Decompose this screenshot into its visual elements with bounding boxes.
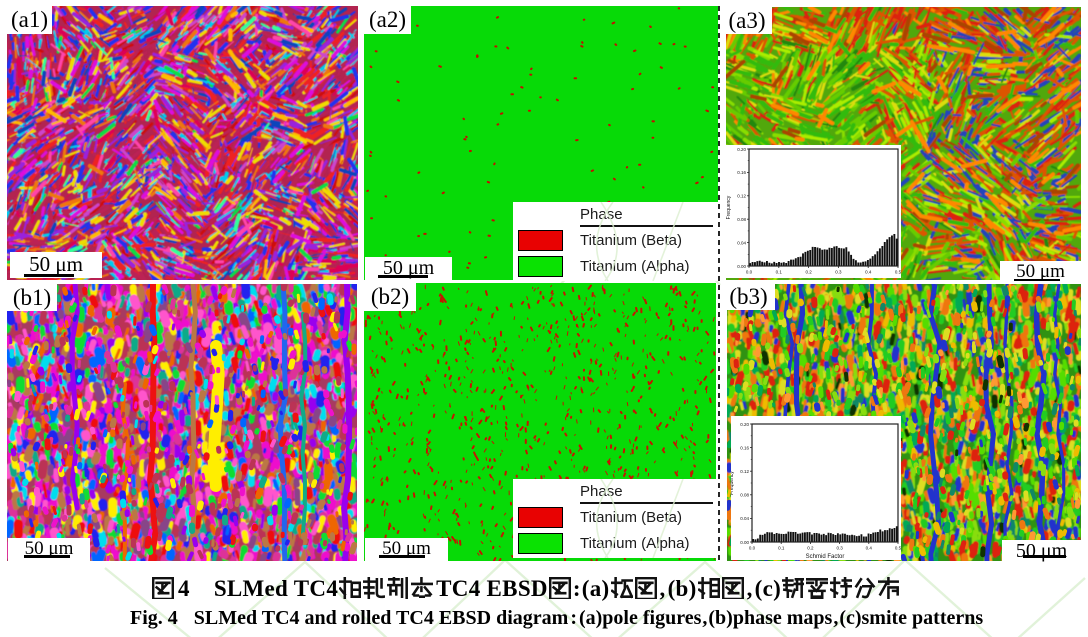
svg-text:0.2: 0.2 (807, 546, 814, 551)
svg-text:0.2: 0.2 (805, 270, 812, 275)
svg-text:0.4: 0.4 (866, 546, 873, 551)
svg-text:0.5: 0.5 (895, 270, 901, 275)
svg-text:0.04: 0.04 (740, 516, 749, 521)
svg-text:0.5: 0.5 (895, 546, 901, 551)
svg-text:0.08: 0.08 (740, 493, 749, 498)
svg-text:0.16: 0.16 (740, 445, 749, 450)
svg-text:0.16: 0.16 (737, 170, 746, 175)
svg-text:0.12: 0.12 (740, 469, 749, 474)
svg-text:Schmid Factor: Schmid Factor (806, 554, 845, 560)
svg-text:0.1: 0.1 (778, 546, 785, 551)
svg-text:0.04: 0.04 (737, 240, 746, 245)
svg-text:0.00: 0.00 (740, 540, 749, 545)
svg-text:0.3: 0.3 (836, 546, 843, 551)
svg-text:0.4: 0.4 (865, 270, 872, 275)
svg-text:Frequency: Frequency (726, 195, 732, 219)
svg-text:0.00: 0.00 (737, 264, 746, 269)
svg-text:0.0: 0.0 (749, 546, 756, 551)
svg-text:0.1: 0.1 (776, 270, 783, 275)
svg-text:0.20: 0.20 (737, 147, 746, 152)
svg-text:0.08: 0.08 (737, 217, 746, 222)
svg-text:0.12: 0.12 (737, 194, 746, 199)
svg-text:0.20: 0.20 (740, 422, 749, 427)
svg-text:0.3: 0.3 (835, 270, 842, 275)
svg-text:Frequency: Frequency (731, 471, 735, 495)
svg-text:0.0: 0.0 (746, 270, 753, 275)
